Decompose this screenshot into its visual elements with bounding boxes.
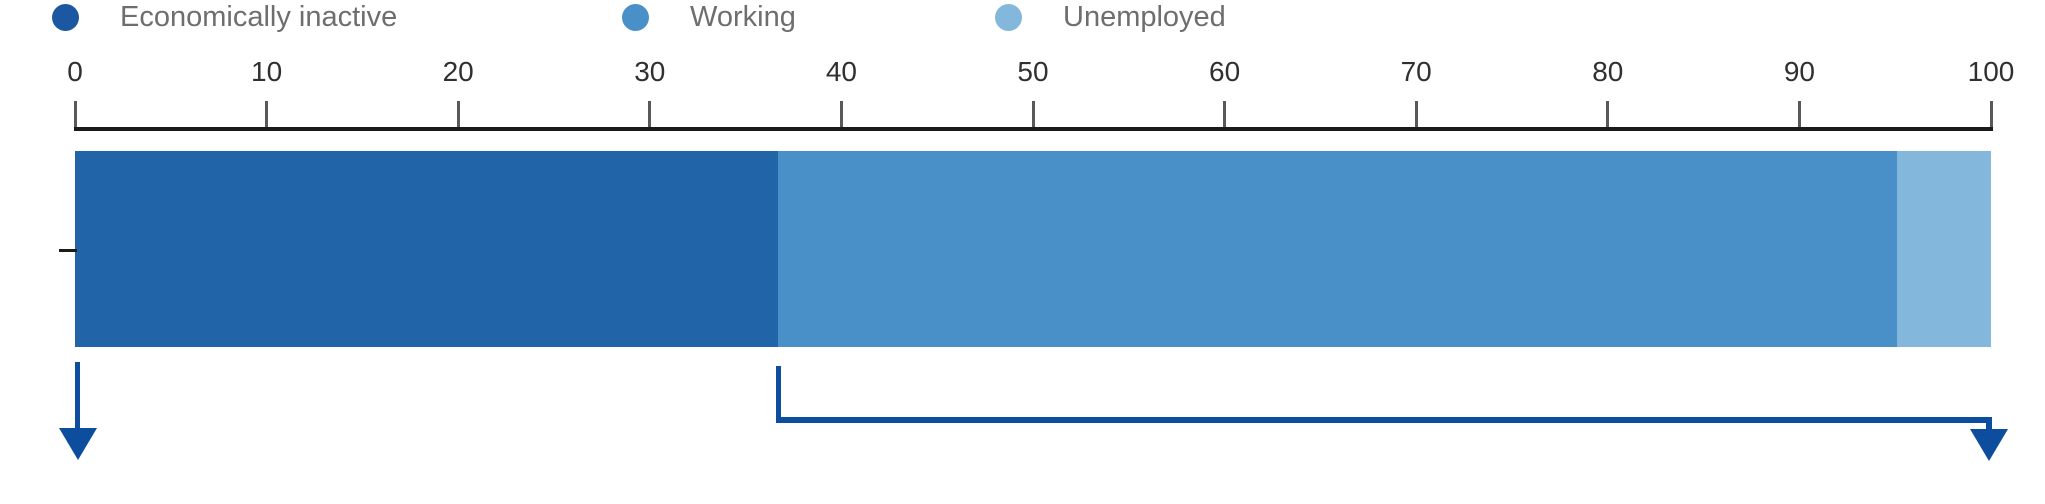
x-axis-tick [1606, 101, 1610, 127]
x-axis-labels: 0 10 20 30 40 50 60 70 80 90 100 [67, 56, 2014, 92]
bar-segment-unemployed [1897, 151, 1991, 347]
economically-inactive-arrow-down-icon [59, 428, 97, 460]
x-axis-ticks [73, 101, 1993, 127]
economically-active-bracket-start-line [776, 366, 781, 420]
x-axis-tick [1989, 101, 1993, 127]
x-axis-tick-label: 40 [825, 56, 857, 87]
economically-active-bracket-line [776, 417, 1992, 423]
x-axis-tick [73, 101, 77, 127]
legend-item-working: Working [622, 1, 796, 33]
x-axis-tick [648, 101, 652, 127]
x-axis-tick [1223, 101, 1227, 127]
legend-dot-icon [52, 4, 79, 31]
x-axis-tick [265, 101, 269, 127]
x-axis-tick-label: 70 [1400, 56, 1432, 87]
x-axis-tick-label: 90 [1783, 56, 1815, 87]
economically-active-bracket-stub [1986, 421, 1992, 430]
x-axis-tick [1797, 101, 1801, 127]
x-axis-tick [1414, 101, 1418, 127]
legend-dot-icon [995, 4, 1022, 31]
x-axis-line [74, 127, 1993, 131]
x-axis-tick [1031, 101, 1035, 127]
y-axis-tick [59, 249, 77, 252]
x-axis-tick [839, 101, 843, 127]
bar-segment-economically-inactive [75, 151, 779, 347]
legend-dot-icon [622, 4, 649, 31]
x-axis-tick-label: 50 [1017, 56, 1049, 87]
x-axis-tick-label: 0 [67, 56, 83, 87]
legend-item-unemployed: Unemployed [995, 1, 1226, 33]
x-axis-tick-label: 100 [1967, 56, 2015, 87]
x-axis-tick-label: 80 [1592, 56, 1624, 87]
legend-item-economically-inactive: Economically inactive [52, 1, 398, 33]
x-axis-tick-label: 30 [634, 56, 666, 87]
x-axis-tick [456, 101, 460, 127]
x-axis-tick-label: 10 [251, 56, 283, 87]
stacked-bar [75, 151, 1991, 347]
x-axis-tick-label: 60 [1209, 56, 1241, 87]
bar-segment-working [778, 151, 1898, 347]
economically-active-arrow-down-icon [1970, 429, 2008, 461]
legend-item-label: Unemployed [1063, 1, 1226, 33]
x-axis-tick-label: 20 [442, 56, 474, 87]
legend-item-label: Economically inactive [120, 1, 398, 33]
legend-item-label: Working [690, 1, 796, 33]
economically-inactive-arrow-line [75, 362, 80, 429]
legend: Economically inactive Working Unemployed [0, 0, 2045, 40]
